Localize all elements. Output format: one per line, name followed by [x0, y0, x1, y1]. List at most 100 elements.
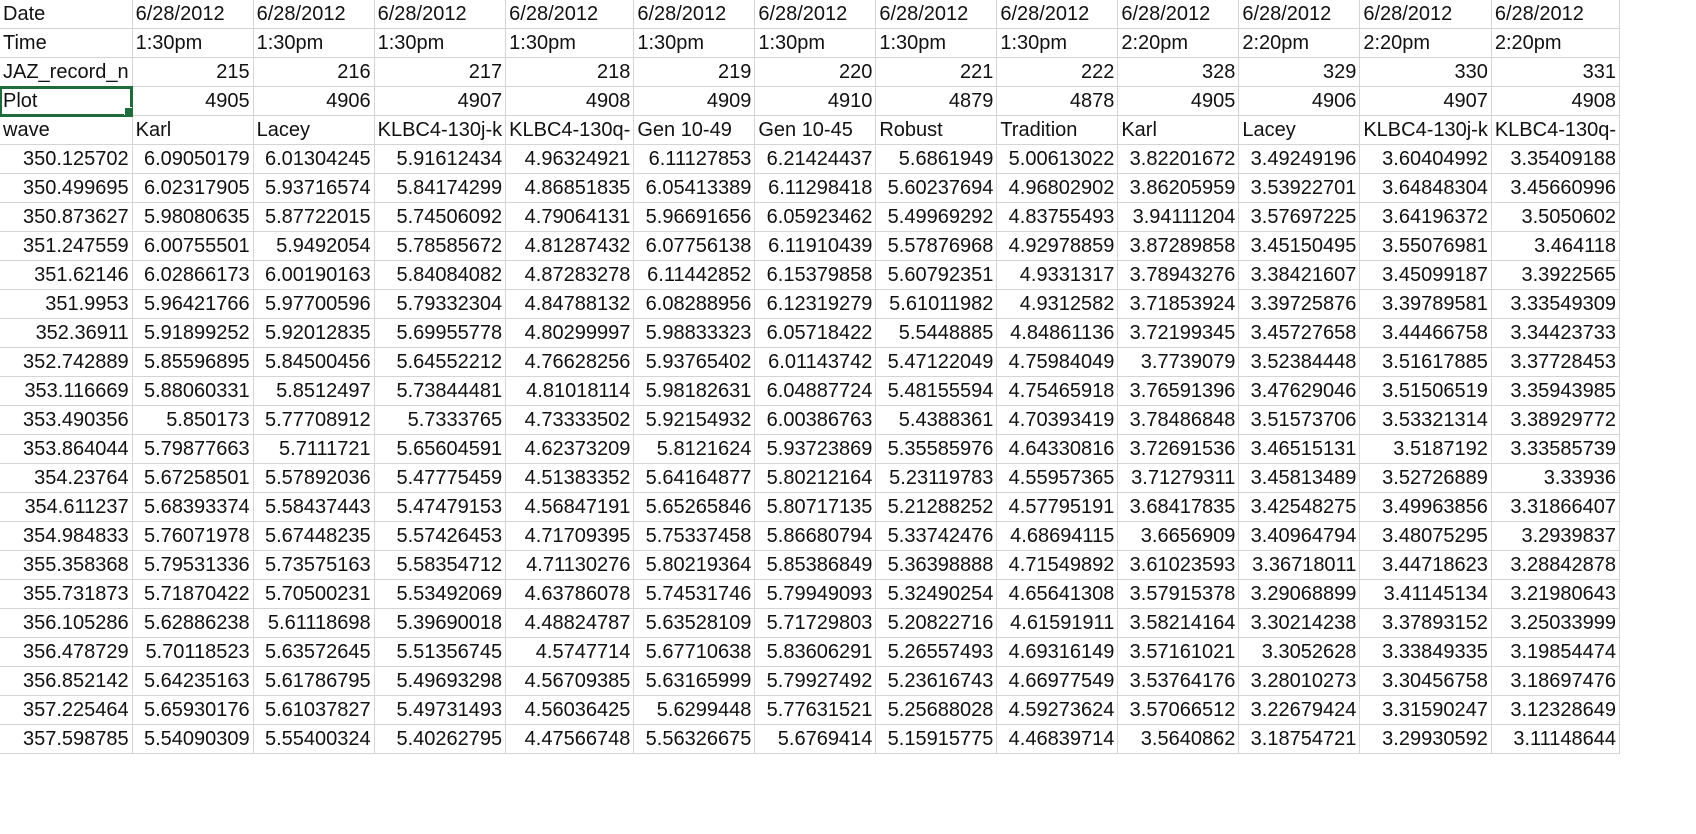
- cell[interactable]: 222: [996, 57, 1119, 87]
- cell[interactable]: 221: [875, 57, 998, 87]
- cell[interactable]: 3.3052628: [1238, 637, 1361, 667]
- cell[interactable]: 6/28/2012: [754, 0, 877, 29]
- cell[interactable]: 5.79332304: [374, 289, 507, 319]
- cell[interactable]: 3.45099187: [1359, 260, 1492, 290]
- cell[interactable]: 3.51617885: [1359, 347, 1492, 377]
- cell[interactable]: 3.37728453: [1491, 347, 1621, 377]
- cell[interactable]: 3.33849335: [1359, 637, 1492, 667]
- cell[interactable]: 6.11910439: [754, 231, 877, 261]
- cell[interactable]: 3.11148644: [1491, 724, 1621, 754]
- cell[interactable]: 5.91612434: [374, 144, 507, 174]
- cell[interactable]: 4.86851835: [505, 173, 635, 203]
- cell[interactable]: 4.76628256: [505, 347, 635, 377]
- cell[interactable]: 3.7739079: [1117, 347, 1240, 377]
- cell[interactable]: 3.28010273: [1238, 666, 1361, 696]
- cell[interactable]: 3.49963856: [1359, 492, 1492, 522]
- cell[interactable]: 6.07756138: [633, 231, 756, 261]
- cell[interactable]: 3.51506519: [1359, 376, 1492, 406]
- cell[interactable]: 3.22679424: [1238, 695, 1361, 725]
- cell[interactable]: 5.49969292: [875, 202, 998, 232]
- cell[interactable]: 5.84500456: [253, 347, 375, 377]
- cell[interactable]: 5.73575163: [253, 550, 375, 580]
- cell[interactable]: Time: [0, 28, 133, 58]
- cell[interactable]: 351.247559: [0, 231, 133, 261]
- cell[interactable]: 6.11298418: [754, 173, 877, 203]
- cell[interactable]: 354.611237: [0, 492, 133, 522]
- cell[interactable]: 5.49693298: [374, 666, 507, 696]
- cell[interactable]: 5.23616743: [875, 666, 998, 696]
- cell[interactable]: 5.23119783: [875, 463, 998, 493]
- cell[interactable]: 217: [374, 57, 507, 87]
- cell[interactable]: 5.63572645: [253, 637, 375, 667]
- cell[interactable]: 6/28/2012: [633, 0, 756, 29]
- cell[interactable]: 3.18754721: [1238, 724, 1361, 754]
- cell[interactable]: 3.42548275: [1238, 492, 1361, 522]
- cell[interactable]: 354.984833: [0, 521, 133, 551]
- cell[interactable]: 5.63165999: [633, 666, 756, 696]
- cell[interactable]: 5.92154932: [633, 405, 756, 435]
- cell[interactable]: 6/28/2012: [253, 0, 375, 29]
- cell[interactable]: 5.61037827: [253, 695, 375, 725]
- cell[interactable]: 6.15379858: [754, 260, 877, 290]
- cell[interactable]: 3.64848304: [1359, 173, 1492, 203]
- cell[interactable]: 2:20pm: [1359, 28, 1492, 58]
- cell[interactable]: 6.02317905: [132, 173, 254, 203]
- cell[interactable]: 4.62373209: [505, 434, 635, 464]
- cell[interactable]: 5.58437443: [253, 492, 375, 522]
- cell[interactable]: 3.19854474: [1491, 637, 1621, 667]
- cell[interactable]: 4906: [1238, 86, 1361, 116]
- cell[interactable]: 4.71709395: [505, 521, 635, 551]
- cell[interactable]: 5.67258501: [132, 463, 254, 493]
- cell[interactable]: 3.30456758: [1359, 666, 1492, 696]
- cell[interactable]: 5.64164877: [633, 463, 756, 493]
- cell[interactable]: 3.87289858: [1117, 231, 1240, 261]
- cell[interactable]: 5.15915775: [875, 724, 998, 754]
- cell[interactable]: 5.87722015: [253, 202, 375, 232]
- cell[interactable]: 3.44466758: [1359, 318, 1492, 348]
- cell[interactable]: 5.93723869: [754, 434, 877, 464]
- cell[interactable]: 216: [253, 57, 375, 87]
- cell[interactable]: KLBC4-130q-: [505, 115, 635, 145]
- selected-cell[interactable]: Plot: [0, 85, 134, 117]
- cell[interactable]: wave: [0, 115, 133, 145]
- cell[interactable]: 5.61786795: [253, 666, 375, 696]
- cell[interactable]: 6.05923462: [754, 202, 877, 232]
- cell[interactable]: 3.58214164: [1117, 608, 1240, 638]
- cell[interactable]: 3.53321314: [1359, 405, 1492, 435]
- cell[interactable]: 5.47479153: [374, 492, 507, 522]
- cell[interactable]: 4.56847191: [505, 492, 635, 522]
- cell[interactable]: 3.33549309: [1491, 289, 1621, 319]
- cell[interactable]: 3.82201672: [1117, 144, 1240, 174]
- cell[interactable]: 3.5050602: [1491, 202, 1621, 232]
- cell[interactable]: 5.39690018: [374, 608, 507, 638]
- cell[interactable]: 3.3922565: [1491, 260, 1621, 290]
- cell[interactable]: 4905: [132, 86, 254, 116]
- cell[interactable]: 4.51383352: [505, 463, 635, 493]
- cell[interactable]: 5.84174299: [374, 173, 507, 203]
- cell[interactable]: 5.67710638: [633, 637, 756, 667]
- cell[interactable]: 5.85596895: [132, 347, 254, 377]
- cell[interactable]: 352.742889: [0, 347, 133, 377]
- cell[interactable]: 4.47566748: [505, 724, 635, 754]
- cell[interactable]: 3.30214238: [1238, 608, 1361, 638]
- cell[interactable]: 5.76071978: [132, 521, 254, 551]
- cell[interactable]: 6/28/2012: [1238, 0, 1361, 29]
- cell[interactable]: 5.75337458: [633, 521, 756, 551]
- cell[interactable]: 5.92012835: [253, 318, 375, 348]
- cell[interactable]: 4.55957365: [996, 463, 1119, 493]
- cell[interactable]: 5.47775459: [374, 463, 507, 493]
- cell[interactable]: 355.731873: [0, 579, 133, 609]
- cell[interactable]: 219: [633, 57, 756, 87]
- cell[interactable]: Gen 10-45: [754, 115, 877, 145]
- cell[interactable]: 1:30pm: [253, 28, 375, 58]
- cell[interactable]: 5.64235163: [132, 666, 254, 696]
- cell[interactable]: 5.67448235: [253, 521, 375, 551]
- cell[interactable]: Robust: [875, 115, 998, 145]
- cell[interactable]: 3.45727658: [1238, 318, 1361, 348]
- cell[interactable]: 3.53764176: [1117, 666, 1240, 696]
- cell[interactable]: 6/28/2012: [1491, 0, 1621, 29]
- cell[interactable]: 3.71279311: [1117, 463, 1240, 493]
- cell[interactable]: 5.6299448: [633, 695, 756, 725]
- cell[interactable]: 6.11442852: [633, 260, 756, 290]
- cell[interactable]: 4.59273624: [996, 695, 1119, 725]
